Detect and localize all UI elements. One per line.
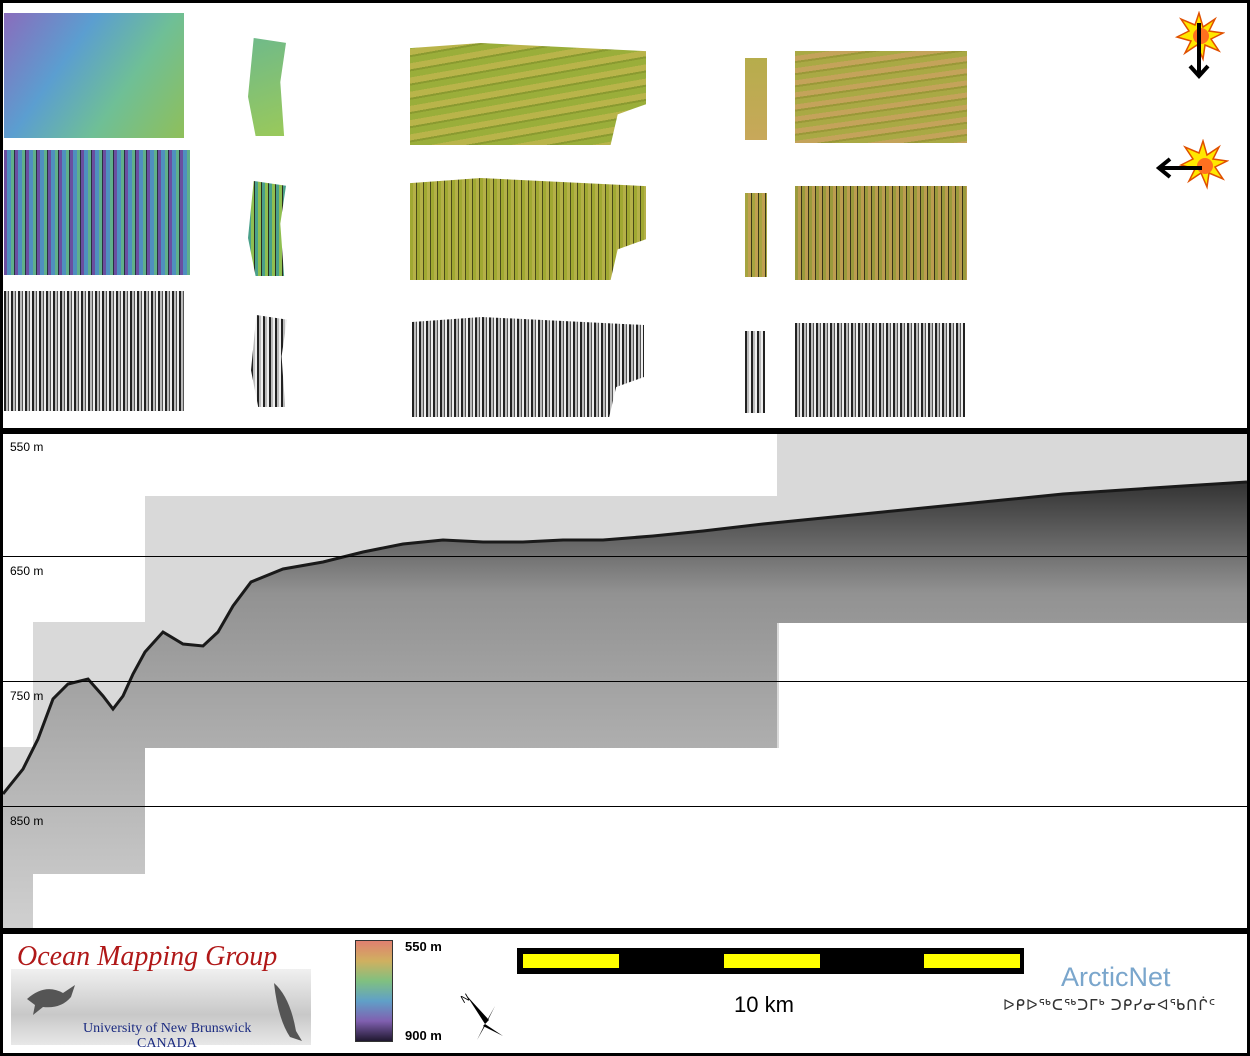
seafloor-reflector xyxy=(3,480,1247,928)
scale-bar-segment-3 xyxy=(924,954,1020,968)
fish-silhouette-icon xyxy=(274,983,302,1041)
backscatter-tile-4 xyxy=(745,331,765,413)
multibeam-tiles-panel xyxy=(3,3,1247,428)
shark-silhouette-icon xyxy=(27,985,75,1015)
arcticnet-syllabics-text: ᐅᑭᐅᖅᑕᖅᑐᒥᒃ ᑐᑭᓯᓂᐊᖃᑎᒌᑦ xyxy=(1003,997,1217,1014)
logo-university: University of New Brunswick xyxy=(83,1021,252,1036)
depth-colorbar xyxy=(355,940,393,1042)
svg-text:N: N xyxy=(459,992,472,1006)
logo-country: CANADA xyxy=(137,1036,197,1051)
north-illumination-arrow-icon xyxy=(1188,48,1210,80)
depth-line-850 xyxy=(3,806,1247,807)
north-arrow-icon: N xyxy=(455,986,505,1042)
shaded-relief-north-tile-4 xyxy=(745,58,767,140)
backscatter-tile-5 xyxy=(795,323,965,417)
depth-line-750 xyxy=(3,681,1247,682)
sun-illumination-north-icon xyxy=(1173,11,1225,63)
shaded-relief-west-tile-2 xyxy=(248,181,286,276)
scale-bar-segment-1 xyxy=(523,954,619,968)
ocean-mapping-group-logo: Ocean Mapping Group University of New Br… xyxy=(11,939,311,1051)
shaded-relief-west-tile-5 xyxy=(795,186,967,280)
shaded-relief-west-tile-4 xyxy=(745,193,767,277)
scale-bar xyxy=(517,948,1024,974)
shaded-relief-west-tile-1 xyxy=(4,150,190,275)
backscatter-tile-1 xyxy=(4,291,184,411)
depth-label-550: 550 m xyxy=(10,440,44,454)
colorbar-top-label: 550 m xyxy=(405,939,442,954)
arcticnet-logo-text: ArcticNet xyxy=(1061,962,1171,992)
west-illumination-arrow-icon xyxy=(1155,156,1202,180)
scale-bar-segment-2 xyxy=(724,954,820,968)
backscatter-tile-3 xyxy=(412,317,644,417)
legend-bar: Ocean Mapping Group University of New Br… xyxy=(3,934,1247,1053)
depth-label-850: 850 m xyxy=(10,814,44,828)
shaded-relief-north-tile-3 xyxy=(410,43,646,145)
backscatter-tile-2 xyxy=(251,315,287,407)
shaded-relief-north-tile-2 xyxy=(248,38,286,136)
shaded-relief-west-tile-3 xyxy=(410,178,646,280)
shaded-relief-north-tile-5 xyxy=(795,51,967,143)
depth-label-750: 750 m xyxy=(10,689,44,703)
shaded-relief-north-tile-1 xyxy=(4,13,184,138)
scale-bar-label: 10 km xyxy=(734,992,794,1017)
depth-label-650: 650 m xyxy=(10,564,44,578)
depth-line-650 xyxy=(3,556,1247,557)
logo-title: Ocean Mapping Group xyxy=(17,941,278,972)
sub-bottom-profile-panel: 550 m 650 m 750 m 850 m xyxy=(3,434,1247,928)
colorbar-bottom-label: 900 m xyxy=(405,1028,442,1043)
